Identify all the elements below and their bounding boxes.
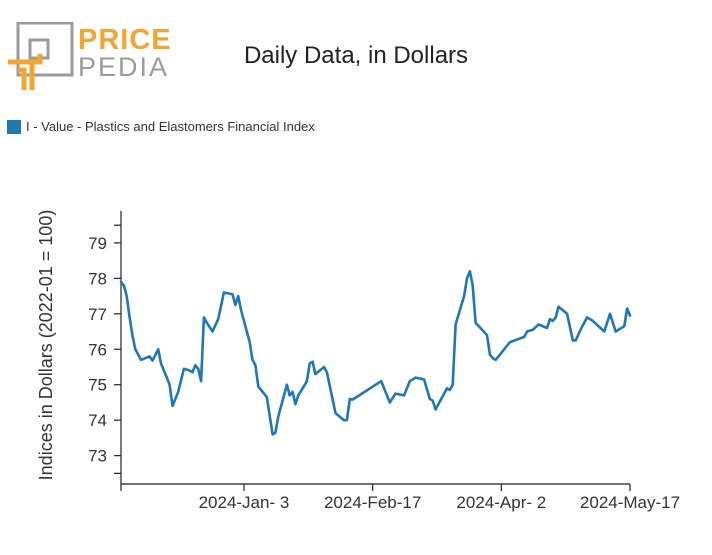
logo-frame-gray (16, 22, 74, 77)
y-axis-label: Indices in Dollars (2022-01 = 100) (36, 210, 56, 481)
y-tick-label: 79 (88, 234, 107, 253)
x-tick-label: 2024-Apr- 2 (456, 493, 546, 512)
logo-bracket-orange-top (32, 54, 43, 65)
legend-swatch (7, 119, 21, 134)
x-tick-label: 2024-May-17 (580, 493, 680, 512)
axes: 73 74 75 76 77 78 79 2024-Jan- 3 2024-Feb-17 2024… (88, 211, 680, 512)
pricepedia-logo (8, 22, 74, 90)
y-tick-label: 76 (88, 340, 107, 359)
plot-area (119, 270, 632, 436)
logo-text-price: PRICE (78, 24, 172, 56)
y-tick-label: 73 (88, 447, 107, 466)
x-tick-label: 2024-Feb-17 (324, 493, 421, 512)
logo-bracket-orange-inner (18, 67, 27, 90)
legend-label: I - Value - Plastics and Elastomers Fina… (26, 119, 315, 134)
y-tick-label: 78 (88, 269, 107, 288)
chart-title: Daily Data, in Dollars (243, 42, 469, 69)
logo-text-pedia: PEDIA (78, 52, 170, 82)
y-tick-label: 77 (88, 305, 107, 324)
y-tick-label: 74 (88, 411, 107, 430)
series-line (119, 270, 632, 436)
legend[interactable]: I - Value - Plastics and Elastomers Fina… (7, 119, 315, 134)
y-tick-label: 75 (88, 376, 107, 395)
x-tick-label: 2024-Jan- 3 (199, 493, 290, 512)
